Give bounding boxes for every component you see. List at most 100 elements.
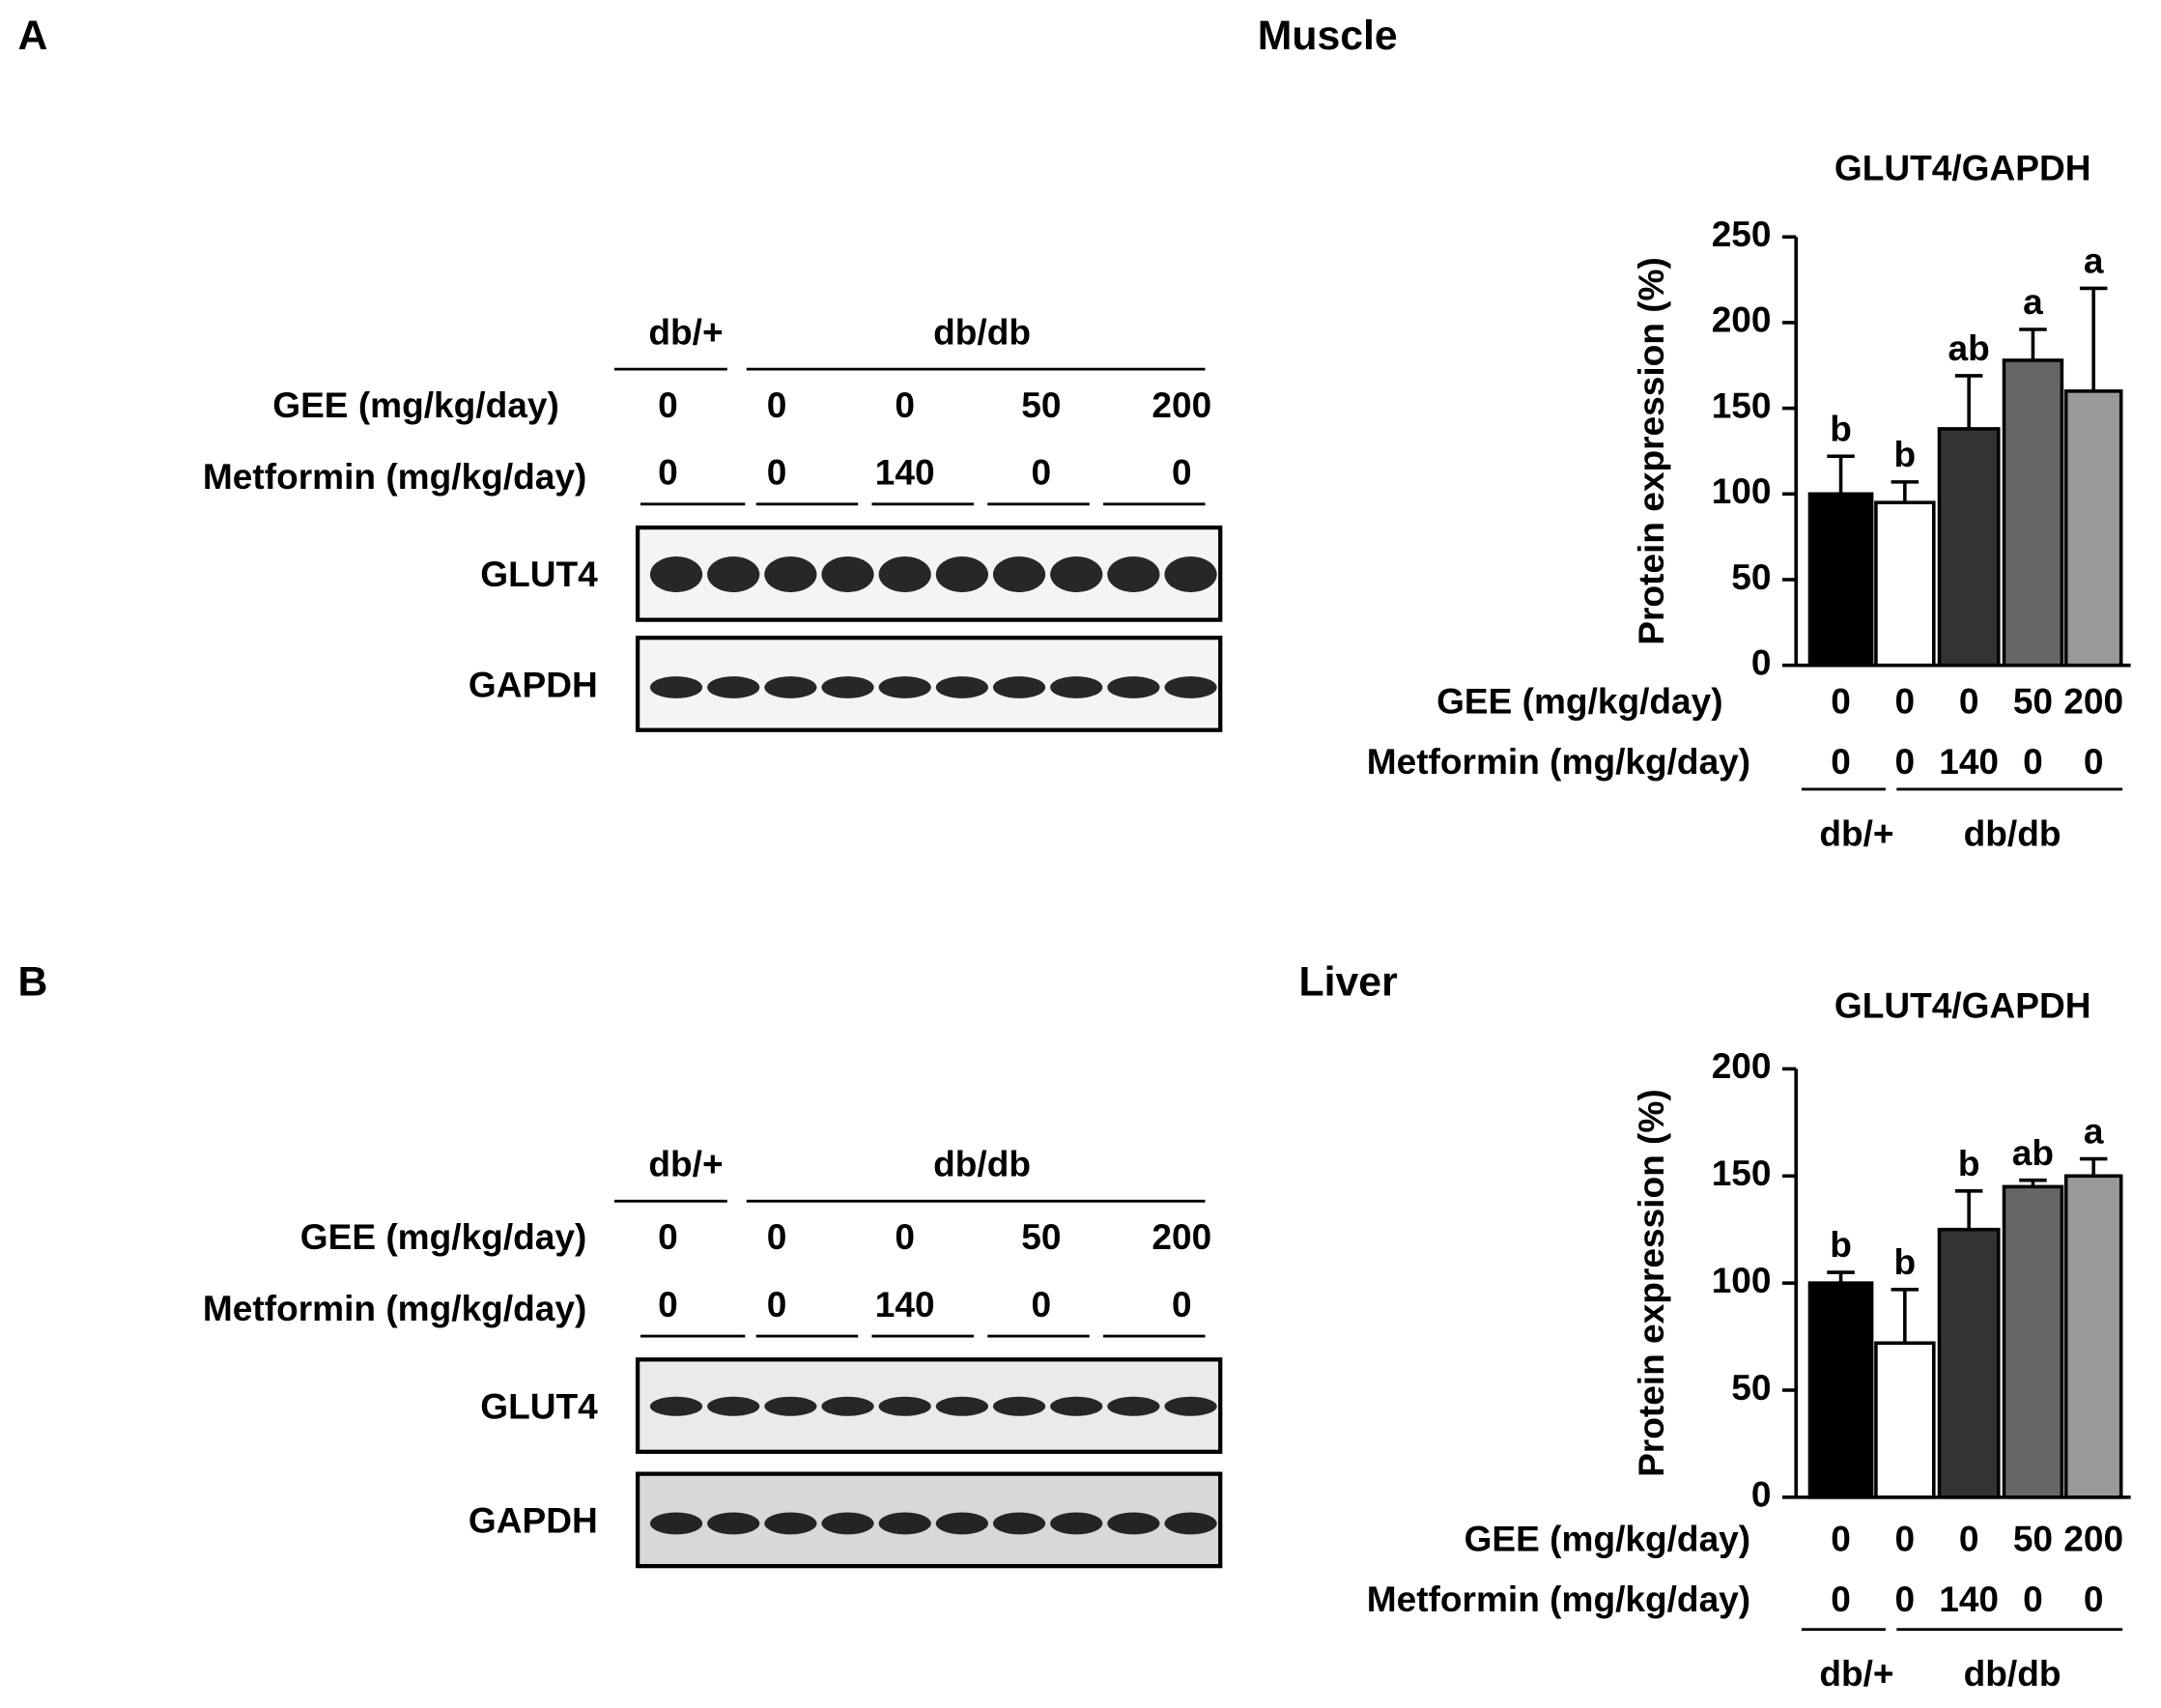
band [1107,556,1160,593]
x-dose-value: 0 [2084,1579,2104,1619]
dose-value: 0 [767,1216,787,1257]
significance-label: b [1830,1224,1852,1265]
band [878,556,931,593]
x-group-label: db/db [1964,812,2061,853]
band [821,556,874,593]
x-dose-value: 0 [1895,741,1916,782]
dose-value: 0 [658,1216,678,1257]
y-tick-label: 100 [1712,1260,1772,1300]
x-dose-value: 0 [1895,680,1916,721]
band [707,1396,760,1416]
y-tick-label: 50 [1731,1367,1771,1408]
band [649,676,703,698]
y-tick-label: 0 [1751,641,1772,682]
band [821,1512,874,1535]
y-axis-label: Protein expression (%) [1631,1089,1671,1477]
band [649,1396,703,1416]
x-dose-value: 0 [1959,680,1979,721]
row-label: Metformin (mg/kg/day) [203,1288,586,1328]
band [649,556,703,593]
x-dose-value: 0 [1895,1518,1916,1558]
group-label: db/+ [648,311,723,352]
x-dose-value: 0 [1959,1518,1979,1558]
bar [1937,427,2001,668]
dose-value: 140 [875,452,935,493]
x-dose-value: 200 [2063,1518,2123,1558]
band-label: GAPDH [469,664,598,704]
dose-value: 50 [1021,384,1061,425]
panel-label: B [17,959,47,1006]
band [992,676,1046,698]
dose-value: 0 [767,384,787,425]
row-label: GEE (mg/kg/day) [300,1216,587,1257]
band [992,556,1046,593]
dose-value: 0 [1032,452,1052,493]
x-dose-value: 0 [1831,1518,1851,1558]
dose-value: 0 [895,1216,915,1257]
significance-label: b [1894,434,1917,474]
bar [1937,1227,2001,1499]
bar [1874,500,1936,668]
significance-label: ab [1948,327,1990,368]
x-row-label: GEE (mg/kg/day) [1464,1518,1751,1558]
x-dose-value: 140 [1939,1579,1999,1619]
x-group-label: db/+ [1819,1653,1893,1694]
bar [2063,1174,2123,1499]
bar [1807,492,1874,668]
band [878,676,931,698]
group-label: db/db [933,1143,1031,1183]
band [764,1396,817,1416]
dose-value: 0 [895,384,915,425]
band [1164,676,1217,698]
x-group-label: db/db [1964,1653,2061,1694]
significance-label: a [2023,281,2043,322]
group-label: db/+ [648,1143,723,1183]
band [764,676,817,698]
band-label: GLUT4 [480,1385,598,1426]
bar [2002,1184,2064,1499]
band [992,1512,1046,1535]
panel-label: A [17,13,47,59]
band [935,1396,988,1416]
band [821,1396,874,1416]
significance-label: b [1958,1143,1980,1183]
x-row-label: GEE (mg/kg/day) [1436,680,1723,721]
x-group-label: db/+ [1819,812,1893,853]
band [935,556,988,593]
band [764,556,817,593]
y-tick-label: 0 [1751,1474,1772,1515]
dose-value: 0 [767,452,787,493]
bar [1874,1341,1936,1499]
significance-label: b [1894,1241,1917,1282]
dose-value: 140 [875,1284,935,1324]
band [878,1396,931,1416]
band [935,1512,988,1535]
band [878,1512,931,1535]
x-row-label: Metformin (mg/kg/day) [1367,1579,1750,1619]
dose-value: 0 [658,1284,678,1324]
band [649,1512,703,1535]
band [1050,676,1103,698]
group-label: db/db [933,311,1031,352]
band [1164,1512,1217,1535]
band [1050,1512,1103,1535]
x-dose-value: 0 [1831,1579,1851,1619]
tissue-title: Muscle [1258,13,1398,59]
y-tick-label: 200 [1712,1045,1772,1086]
band [1050,1396,1103,1416]
band-label: GAPDH [469,1500,598,1541]
dose-value: 0 [658,452,678,493]
band [707,676,760,698]
y-tick-label: 150 [1712,1153,1772,1193]
significance-label: a [2084,1111,2104,1152]
dose-value: 50 [1021,1216,1061,1257]
x-dose-value: 0 [2023,741,2043,782]
band [1164,1396,1217,1416]
band [707,1512,760,1535]
band [1050,556,1103,593]
y-tick-label: 150 [1712,384,1772,425]
band [1164,556,1217,593]
x-dose-value: 0 [1831,680,1851,721]
